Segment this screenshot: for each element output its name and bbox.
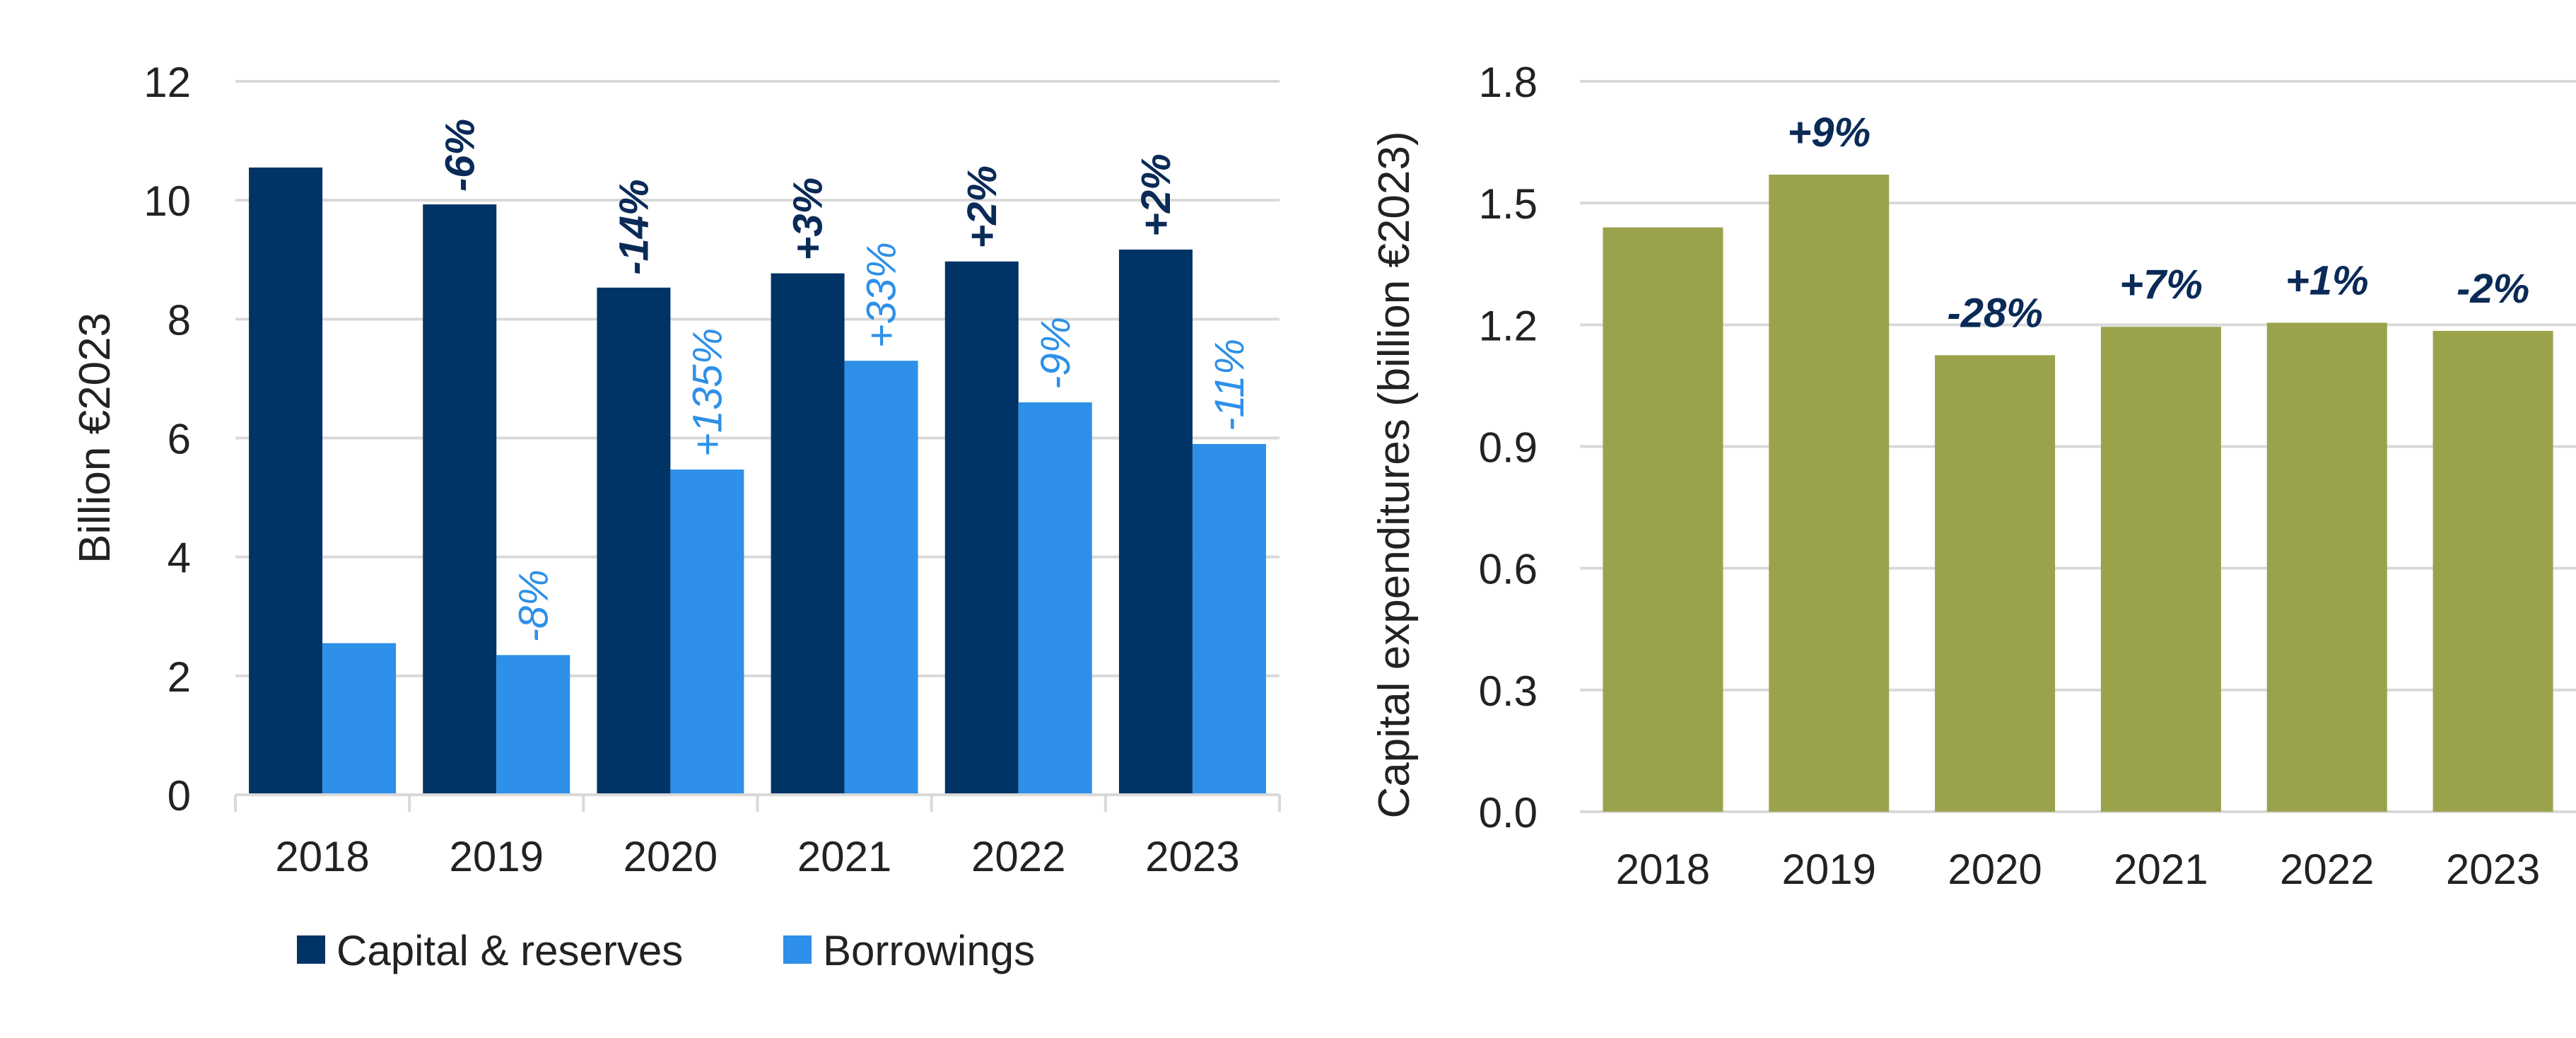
capex-bar	[2432, 330, 2553, 812]
borrowings-change-label: -9%	[1033, 317, 1079, 390]
capital-reserves-bar	[423, 204, 497, 795]
capex-change-label: -2%	[2457, 266, 2529, 312]
legend-swatch-capital-reserves	[297, 935, 325, 964]
left-x-tick-label: 2023	[1145, 833, 1239, 880]
capital-reserves-bar	[771, 273, 845, 795]
legend-label-capital-reserves: Capital & reserves	[336, 927, 683, 974]
right-x-tick-label: 2022	[2280, 846, 2374, 893]
right-y-tick-label: 0.9	[1479, 424, 1538, 472]
borrowings-change-label: +135%	[684, 328, 730, 457]
capital-reserves-change-label: -14%	[611, 179, 657, 274]
left-y-tick-label: 0	[168, 772, 191, 820]
right-y-axis-label: Capital expenditures (billion €2023)	[1370, 132, 1419, 819]
capex-change-label: -28%	[1947, 290, 2042, 336]
borrowings-bar	[1192, 443, 1266, 795]
left-y-tick-label: 10	[144, 177, 191, 225]
capital-reserves-bar	[597, 287, 671, 795]
capex-bar	[2266, 322, 2387, 812]
right-bar-chart: 0.0 0.3 0.6 0.9 1.2 1.5 1.8 Capital expenditure…	[1370, 59, 2576, 893]
right-y-tick-label: 0.0	[1479, 789, 1538, 836]
left-y-tick-label: 4	[168, 535, 191, 582]
right-y-tick-label: 0.3	[1479, 667, 1538, 715]
left-x-tick-label: 2018	[275, 833, 369, 880]
right-x-tick-label: 2018	[1616, 846, 1710, 893]
capital-reserves-change-label: +3%	[785, 177, 831, 261]
left-y-tick-label: 8	[168, 296, 191, 344]
capital-reserves-bar	[944, 261, 1019, 795]
capex-bar	[1603, 227, 1723, 812]
borrowings-change-label: +33%	[859, 242, 905, 348]
right-x-tick-label: 2019	[1782, 846, 1876, 893]
left-x-tick-label: 2020	[623, 833, 718, 880]
capex-change-label: +1%	[2285, 257, 2369, 303]
right-x-tick-label: 2021	[2114, 846, 2208, 893]
borrowings-bar	[844, 361, 918, 795]
borrowings-bar	[496, 655, 570, 795]
left-x-tick-label: 2022	[971, 833, 1065, 880]
left-y-tick-label: 12	[144, 59, 191, 106]
right-x-tick-label: 2023	[2446, 846, 2540, 893]
borrowings-change-label: -8%	[510, 569, 556, 642]
right-y-tick-label: 1.5	[1479, 180, 1538, 228]
left-y-tick-label: 2	[168, 653, 191, 701]
left-x-tick-label: 2021	[797, 833, 891, 880]
legend-label-borrowings: Borrowings	[823, 927, 1035, 974]
borrowings-bar	[1018, 402, 1092, 795]
borrowings-change-label: -11%	[1207, 339, 1253, 431]
capital-reserves-bar	[249, 167, 323, 795]
capital-reserves-change-label: -6%	[437, 119, 483, 192]
right-y-tick-label: 0.6	[1479, 546, 1538, 593]
capex-bar	[1769, 174, 1890, 812]
capex-bar	[1935, 355, 2056, 812]
capital-reserves-bar	[1118, 249, 1193, 795]
capital-reserves-change-label: +2%	[1133, 153, 1179, 237]
right-y-tick-label: 1.2	[1479, 302, 1538, 349]
left-bar-chart: 0 2 4 6 8 10 12 Billion €2023 2018 -6% -8% 2019 -14%…	[71, 59, 1281, 974]
left-y-axis-label: Billion €2023	[71, 313, 119, 564]
legend-swatch-borrowings	[783, 935, 812, 964]
capital-reserves-change-label: +2%	[959, 165, 1005, 249]
left-x-tick-label: 2019	[450, 833, 544, 880]
right-y-tick-label: 1.8	[1479, 59, 1538, 106]
borrowings-bar	[670, 470, 744, 795]
capex-bar	[2100, 327, 2221, 812]
capex-change-label: +9%	[1787, 110, 1870, 156]
left-y-tick-label: 6	[168, 416, 191, 463]
capex-change-label: +7%	[2119, 262, 2203, 308]
right-x-tick-label: 2020	[1948, 846, 2042, 893]
borrowings-bar	[322, 643, 397, 795]
